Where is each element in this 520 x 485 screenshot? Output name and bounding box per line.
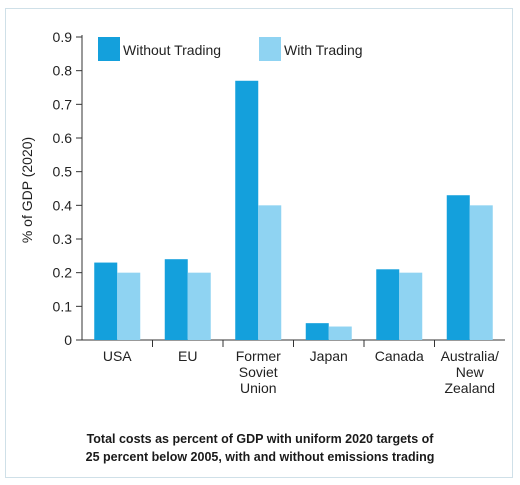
bar-with-trading	[469, 205, 493, 340]
x-tick-label: Union	[240, 380, 277, 396]
bar-without-trading	[235, 80, 259, 341]
legend-swatch	[259, 37, 281, 61]
y-tick-label: 0.6	[53, 130, 73, 146]
y-axis-label: % of GDP (2020)	[19, 137, 35, 243]
legend-swatch	[98, 37, 120, 61]
bar-with-trading	[187, 272, 211, 340]
y-tick-label: 0.4	[53, 197, 73, 213]
bar-without-trading	[305, 323, 329, 340]
axes: 0 0.1 0.2 0.3 0.4 0.5 0.6 0.7 0.8 0.9 USA EU FormerS…	[53, 29, 505, 396]
bar-with-trading	[328, 326, 352, 340]
y-tick-label: 0.8	[53, 63, 73, 79]
x-tick-label: EU	[178, 348, 197, 364]
x-tick-label: USA	[103, 348, 132, 364]
x-tick-label: Zealand	[444, 380, 495, 396]
bar-without-trading	[446, 195, 470, 340]
y-tick-label: 0.5	[53, 164, 73, 180]
x-tick-label: Japan	[310, 348, 348, 364]
bar-with-trading	[399, 272, 423, 340]
bar-without-trading	[164, 259, 188, 340]
legend-label: With Trading	[284, 42, 363, 58]
caption-line-1: Total costs as percent of GDP with unifo…	[86, 432, 434, 446]
x-tick-label: Soviet	[239, 364, 278, 380]
x-tick-label: Former	[236, 348, 281, 364]
bars	[94, 80, 493, 341]
legend-label: Without Trading	[123, 42, 221, 58]
bar-with-trading	[117, 272, 141, 340]
legend: Without Trading With Trading	[98, 37, 363, 61]
bar-without-trading	[94, 262, 118, 340]
y-tick-label: 0.7	[53, 96, 73, 112]
bar-with-trading	[258, 205, 282, 340]
caption-line-2: 25 percent below 2005, with and without …	[85, 450, 435, 464]
chart-frame	[5, 8, 513, 478]
y-tick-label: 0.1	[53, 298, 73, 314]
y-tick-label: 0.2	[53, 265, 73, 281]
y-tick-label: 0.9	[53, 29, 73, 45]
x-tick-label: Canada	[375, 348, 424, 364]
y-tick-label: 0	[64, 332, 72, 348]
x-tick-label: New	[456, 364, 485, 380]
x-tick-label: Australia/	[441, 348, 499, 364]
bar-without-trading	[376, 269, 400, 340]
y-tick-label: 0.3	[53, 231, 73, 247]
